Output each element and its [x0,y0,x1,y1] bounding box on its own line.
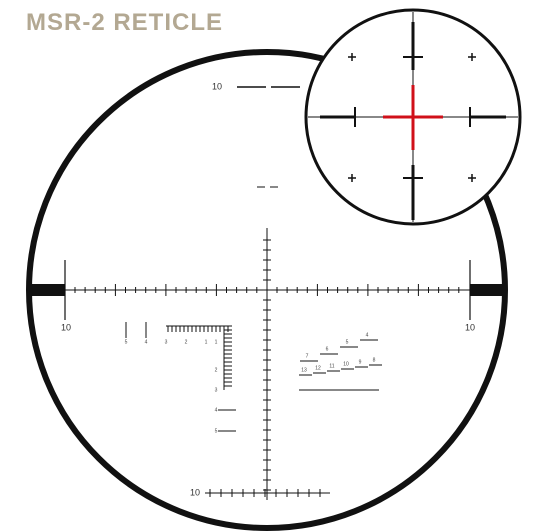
label: 10 [190,487,200,497]
tree-label: 2 [185,339,188,345]
label: 10 [465,322,475,332]
tree-label: 1 [215,339,218,345]
range-label: 13 [301,367,307,373]
range-label: 9 [359,359,362,365]
tree-label: 4 [145,339,148,345]
tree-label: 3 [165,339,168,345]
range-label: 6 [326,346,329,352]
range-label: 8 [373,357,376,363]
range-label: 11 [329,363,334,369]
range-label: 7 [306,353,309,359]
range-label: 5 [346,339,349,345]
tree-label: 1 [205,339,208,345]
tree-label: 4 [215,407,218,413]
label: 10 [61,322,71,332]
range-label: 10 [343,361,349,367]
main-reticle [29,86,506,500]
label: 10 [212,81,222,91]
tree-label: 5 [215,428,218,434]
tree-label: 2 [215,367,218,373]
magnified-reticle [308,12,518,222]
tree-label: 3 [215,387,218,393]
range-label: 12 [315,365,321,371]
title: MSR-2 RETICLE [26,9,223,36]
tree-label: 5 [125,339,128,345]
range-label: 4 [366,332,369,338]
